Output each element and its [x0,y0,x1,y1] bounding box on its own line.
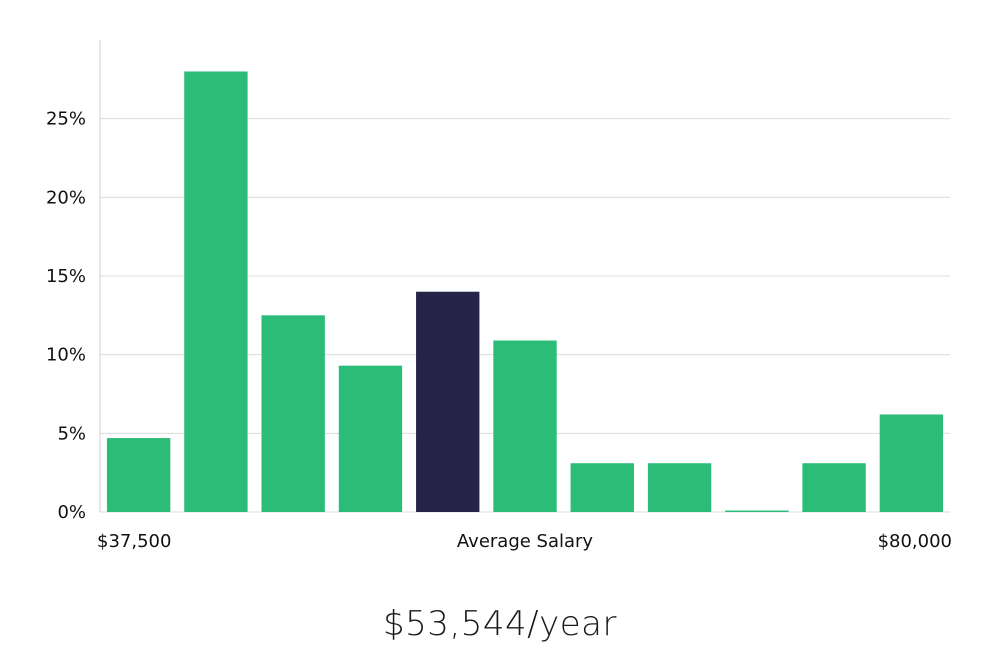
average-salary-summary: $53,544/year [383,604,617,644]
salary-histogram: 0%5%10%15%20%25% $37,500 Average Salary … [46,40,952,552]
bar [802,463,866,512]
bar [106,438,171,512]
y-tick-label: 15% [46,266,86,287]
y-tick-label: 0% [57,502,86,523]
bar [184,71,248,512]
bar [493,340,557,512]
bar [261,315,325,512]
y-axis-ticks: 0% 5% 10% 15% 20% 25% [46,109,86,523]
y-tick-label: 5% [57,423,86,444]
bars [106,71,944,512]
bar [725,510,789,512]
bar [879,414,944,512]
bar-average-salary [416,291,480,512]
bar [338,365,403,512]
y-tick-label: 25% [46,109,86,130]
bar [647,463,712,512]
y-tick-label: 10% [46,345,86,366]
bar [570,463,634,512]
x-max-label: $80,000 [878,531,952,552]
y-tick-label: 20% [46,187,86,208]
x-center-label: Average Salary [457,531,594,552]
x-min-label: $37,500 [97,531,171,552]
